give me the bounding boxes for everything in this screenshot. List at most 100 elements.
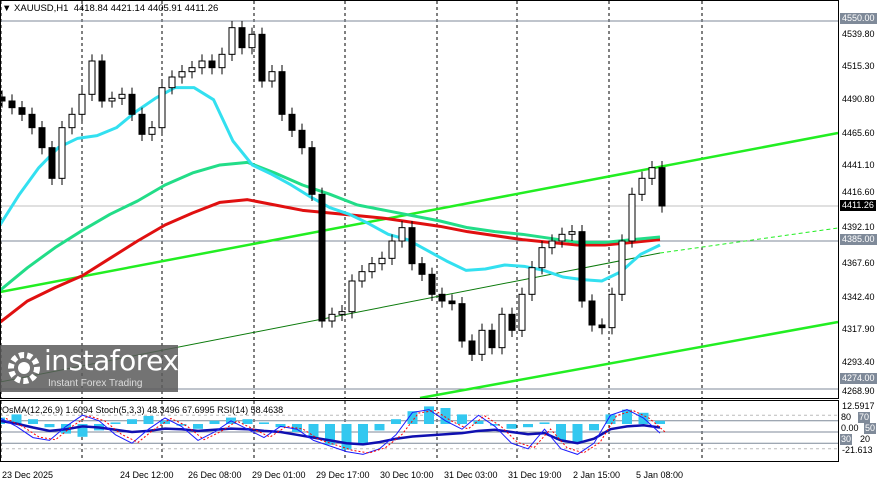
ind-min: -21.613 (842, 445, 873, 455)
candle-body (298, 129, 306, 149)
candle-body (628, 193, 636, 242)
osma-bar (209, 420, 220, 424)
osma-bar (127, 419, 137, 424)
candle-body (38, 127, 46, 149)
logo-name: instaforex (44, 344, 179, 377)
price-tick: 4392.10 (842, 222, 875, 232)
candle-body (268, 71, 276, 82)
candle-body (18, 107, 26, 115)
osma-bar (424, 406, 434, 424)
ma-fast-line (0, 86, 661, 283)
osma-bar (605, 414, 616, 424)
osma-bar (556, 424, 566, 440)
osma-bar (473, 420, 484, 424)
time-tick: 30 Dec 10:00 (380, 470, 434, 480)
candle-body (568, 231, 576, 235)
candle-body (658, 167, 666, 207)
level-4385: 4385.00 (840, 234, 877, 245)
time-tick: 2 Jan 15:00 (573, 470, 621, 480)
ind-30: 30 (840, 434, 853, 445)
candle-body (468, 340, 476, 355)
candle-body (138, 113, 146, 135)
candle-body (368, 263, 376, 273)
osma-bar (193, 424, 203, 429)
candle-body (198, 60, 206, 69)
candle-body (428, 273, 436, 295)
price-tick: 4465.60 (842, 127, 875, 138)
candle-body (208, 60, 216, 69)
osma-bar (110, 422, 121, 424)
mid-trend-projection (659, 227, 839, 254)
candle-body (398, 227, 406, 242)
indicator-frame (0, 400, 839, 462)
candle-body (308, 147, 316, 195)
stoch-main-line (0, 409, 661, 455)
osma-bar (374, 424, 385, 431)
chart-header: ▼ XAUUSD,H1 4418.84 4421.14 4405.91 4411… (2, 3, 218, 14)
logo-tagline: Instant Forex Trading (48, 378, 143, 389)
price-tick: 4317.90 (842, 324, 875, 335)
osma-bar (176, 424, 187, 426)
candle-body (458, 303, 466, 342)
candle-body (348, 280, 356, 313)
osma-bar (341, 424, 352, 450)
candle-body (188, 67, 196, 73)
upper-trend-line (0, 131, 839, 294)
current-price: 4411.26 (840, 200, 876, 211)
candle-body (638, 177, 646, 195)
candle-body (328, 313, 336, 322)
candle-body (178, 71, 186, 78)
candle-body (118, 93, 126, 99)
candle-body (318, 193, 326, 322)
oscillator-panel (0, 406, 838, 455)
time-tick: 23 Dec 2025 (2, 470, 54, 480)
price-tick: 4490.80 (842, 93, 875, 104)
osma-bar (242, 419, 253, 424)
indicator-header: OsMA(12,26,9) 1.6094 Stoch(5,3,3) 48.349… (2, 405, 284, 415)
time-tick: 29 Dec 17:00 (316, 470, 370, 480)
osma-bar (44, 424, 55, 428)
osma-bar (523, 424, 533, 428)
candle-body (438, 293, 446, 302)
osma-bar (143, 416, 154, 424)
candle-body (158, 87, 166, 129)
candle-body (588, 300, 596, 326)
level-4274: 4274.00 (840, 373, 877, 384)
time-tick: 29 Dec 01:00 (252, 470, 306, 480)
candle-body (508, 313, 516, 331)
time-tick: 24 Dec 12:00 (120, 470, 174, 480)
candle-body (338, 311, 346, 315)
candle-body (388, 240, 396, 259)
candle-body (258, 33, 266, 82)
osma-bar (490, 424, 500, 426)
ma-slow-line (0, 198, 661, 324)
candle-body (578, 231, 586, 302)
osma-bar (275, 424, 286, 428)
osma-bar (358, 424, 368, 444)
ma-mid-line (0, 160, 661, 292)
price-tick: 4539.80 (842, 28, 875, 39)
ind-zero: 0.00 (841, 423, 859, 433)
candle-body (648, 167, 656, 179)
osma-bar (622, 409, 632, 424)
osma-bar (539, 422, 550, 424)
osma-bar (325, 424, 335, 445)
dropdown-triangle-icon[interactable]: ▼ (2, 3, 12, 14)
price-tick: 4416.60 (842, 187, 875, 197)
candle-body (148, 127, 156, 135)
horizontal-levels (0, 20, 838, 390)
ind-20: 20 (860, 434, 871, 444)
osma-bar (589, 424, 599, 431)
candle-body (518, 293, 526, 331)
osma-bar (457, 414, 467, 424)
osma-bar (407, 411, 418, 424)
candles (0, 21, 666, 361)
candle-body (378, 257, 386, 265)
lower-trend-line (419, 320, 839, 400)
candle-body (528, 267, 536, 295)
stoch-signal-line (5, 409, 667, 454)
ind-50: 50 (864, 423, 877, 434)
candle-body (68, 113, 76, 129)
ind-80: 80 (841, 412, 852, 422)
